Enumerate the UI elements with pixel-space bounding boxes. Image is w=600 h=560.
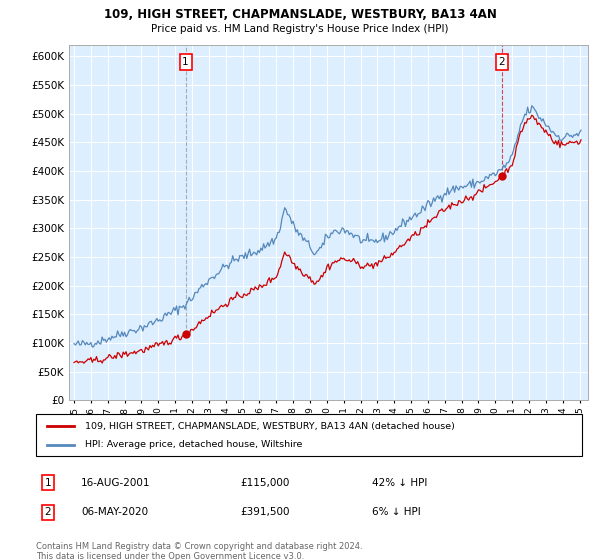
Text: £115,000: £115,000: [240, 478, 289, 488]
Text: 2: 2: [499, 57, 505, 67]
Text: 1: 1: [182, 57, 189, 67]
Text: HPI: Average price, detached house, Wiltshire: HPI: Average price, detached house, Wilt…: [85, 440, 302, 449]
Text: 6% ↓ HPI: 6% ↓ HPI: [372, 507, 421, 517]
Text: 16-AUG-2001: 16-AUG-2001: [81, 478, 151, 488]
FancyBboxPatch shape: [36, 414, 582, 456]
Text: 2: 2: [44, 507, 52, 517]
Text: 1: 1: [44, 478, 52, 488]
Text: Price paid vs. HM Land Registry's House Price Index (HPI): Price paid vs. HM Land Registry's House …: [151, 24, 449, 34]
Text: 109, HIGH STREET, CHAPMANSLADE, WESTBURY, BA13 4AN (detached house): 109, HIGH STREET, CHAPMANSLADE, WESTBURY…: [85, 422, 455, 431]
Text: 42% ↓ HPI: 42% ↓ HPI: [372, 478, 427, 488]
Text: £391,500: £391,500: [240, 507, 290, 517]
Text: 06-MAY-2020: 06-MAY-2020: [81, 507, 148, 517]
Text: Contains HM Land Registry data © Crown copyright and database right 2024.
This d: Contains HM Land Registry data © Crown c…: [36, 542, 362, 560]
Text: 109, HIGH STREET, CHAPMANSLADE, WESTBURY, BA13 4AN: 109, HIGH STREET, CHAPMANSLADE, WESTBURY…: [104, 8, 496, 21]
